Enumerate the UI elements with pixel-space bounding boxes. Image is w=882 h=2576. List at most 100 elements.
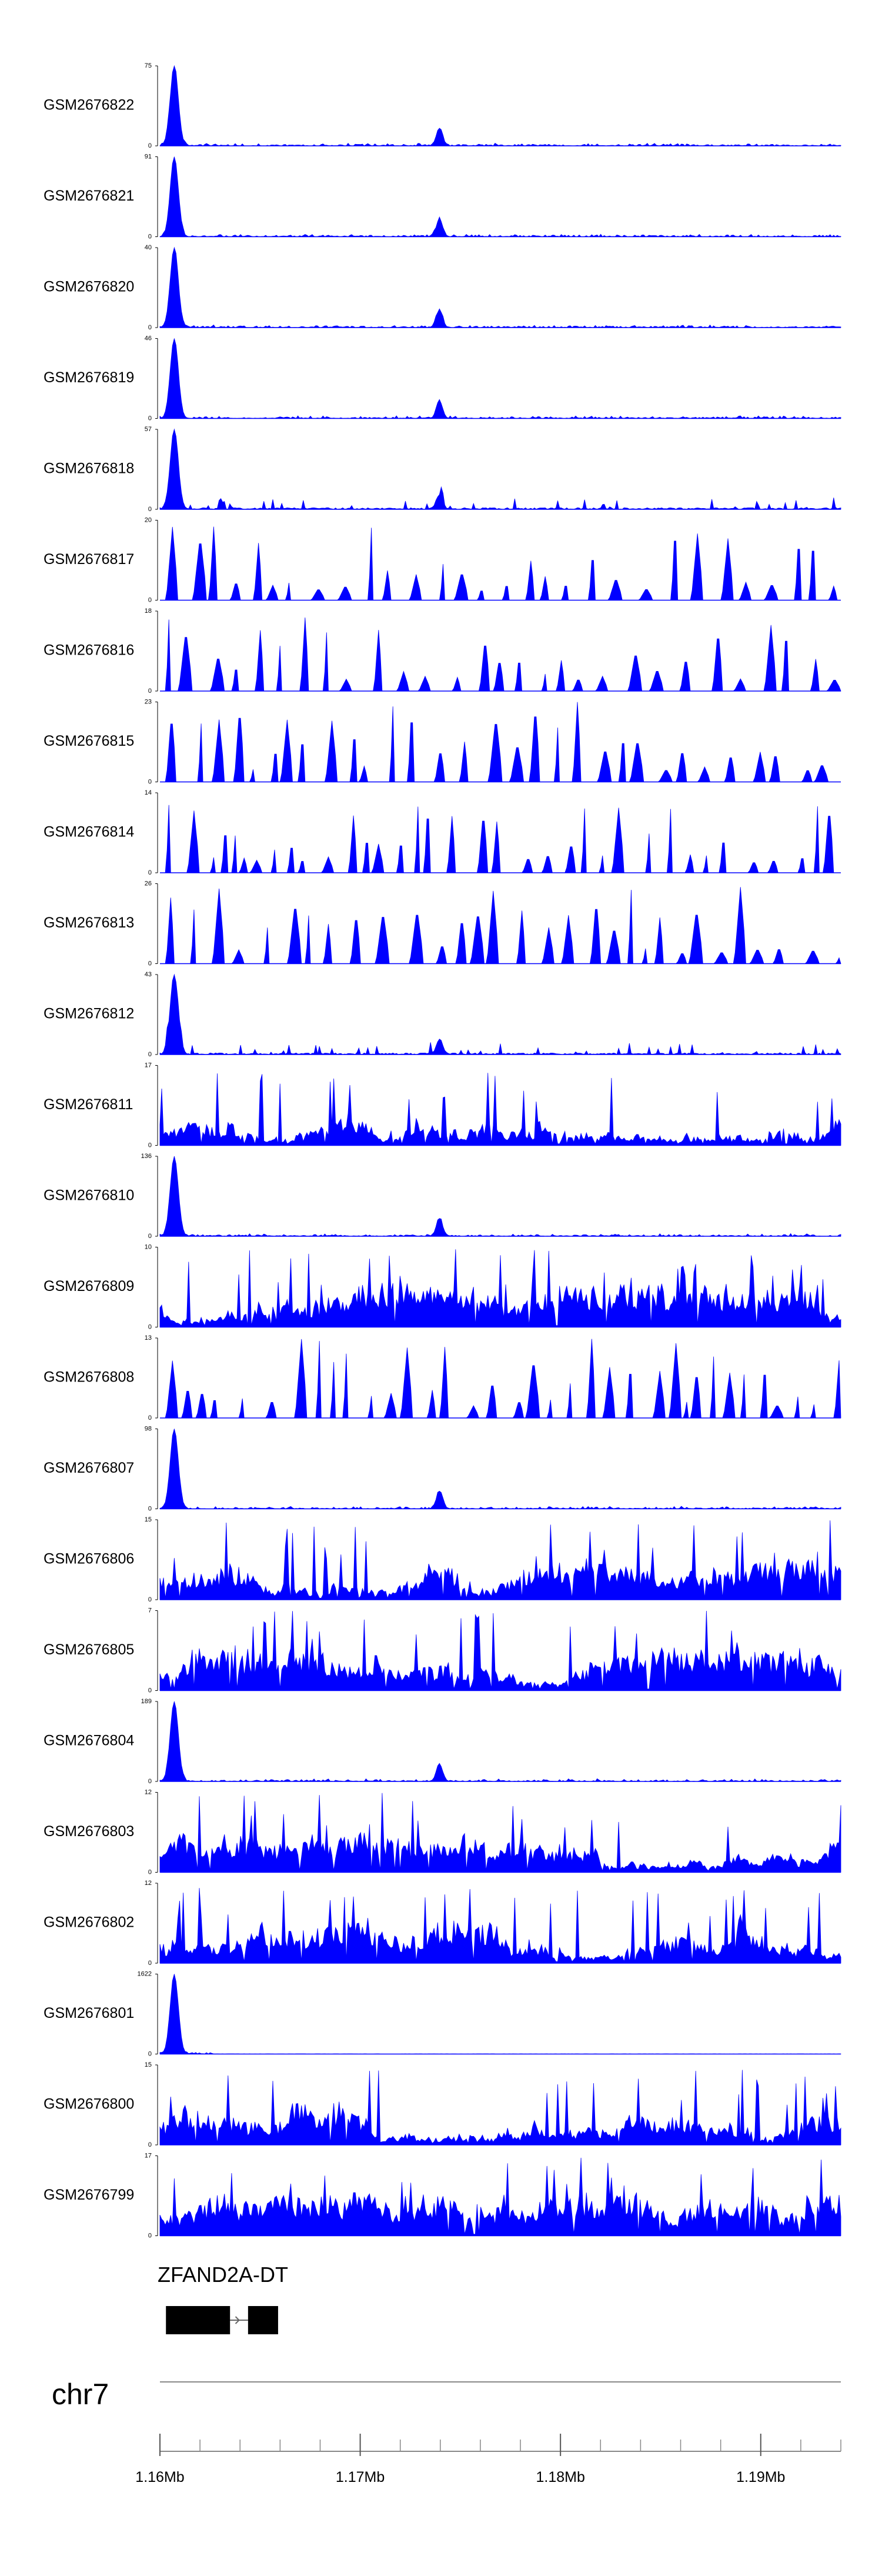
- y-zero-label: 0: [148, 506, 152, 513]
- sample-label: GSM2676801: [44, 2005, 134, 2021]
- y-max-label: 17: [145, 2152, 152, 2159]
- sample-label: GSM2676818: [44, 461, 134, 477]
- track-gsm2676803: GSM2676803 12 0: [44, 1788, 841, 1876]
- y-zero-label: 0: [148, 960, 152, 967]
- sample-label: GSM2676816: [44, 642, 134, 659]
- y-zero-label: 0: [148, 142, 152, 149]
- y-max-label: 20: [145, 516, 152, 523]
- track-gsm2676816: GSM2676816 18 0: [44, 608, 841, 695]
- y-max-label: 10: [145, 1243, 152, 1250]
- y-zero-label: 0: [148, 1142, 152, 1149]
- gene-label: ZFAND2A-DT: [158, 2263, 288, 2287]
- coverage-area: [159, 1701, 841, 1782]
- coverage-area: [159, 1610, 841, 1691]
- sample-label: GSM2676815: [44, 733, 134, 749]
- sample-label: GSM2676811: [44, 1096, 133, 1113]
- coverage-area: [159, 428, 841, 510]
- y-zero-label: 0: [148, 1687, 152, 1694]
- coverage-area: [160, 887, 841, 964]
- track-gsm2676814: GSM2676814 14 0: [44, 789, 841, 876]
- y-max-label: 23: [145, 698, 152, 705]
- chromosome-label: chr7: [52, 2378, 109, 2411]
- y-zero-label: 0: [148, 1596, 152, 1603]
- track-gsm2676806: GSM2676806 15 0: [44, 1516, 841, 1603]
- y-max-label: 43: [145, 971, 152, 978]
- sample-label: GSM2676807: [44, 1460, 134, 1476]
- y-zero-label: 0: [148, 1233, 152, 1240]
- y-zero-label: 0: [148, 2050, 152, 2057]
- coverage-area: [159, 1974, 841, 2054]
- y-max-label: 91: [145, 153, 152, 160]
- coverage-area: [159, 1156, 841, 1237]
- y-max-label: 13: [145, 1334, 152, 1342]
- y-max-label: 17: [145, 1062, 152, 1069]
- sample-label: GSM2676799: [44, 2187, 134, 2203]
- y-zero-label: 0: [148, 324, 152, 331]
- y-max-label: 46: [145, 335, 152, 342]
- coverage-area: [159, 1073, 841, 1146]
- y-zero-label: 0: [148, 596, 152, 603]
- track-gsm2676802: GSM2676802 12 0: [44, 1880, 841, 1967]
- y-zero-label: 0: [148, 1778, 152, 1785]
- gene-annotation-track: ZFAND2A-DT: [158, 2263, 288, 2334]
- track-gsm2676804: GSM2676804 189 0: [44, 1698, 841, 1785]
- coverage-area: [159, 1429, 841, 1510]
- exon: [248, 2306, 278, 2334]
- track-gsm2676820: GSM2676820 40 0: [44, 244, 841, 331]
- y-zero-label: 0: [148, 1414, 152, 1422]
- sample-label: GSM2676806: [44, 1551, 134, 1567]
- track-gsm2676811: GSM2676811 17 0: [44, 1062, 841, 1149]
- y-max-label: 7: [148, 1607, 152, 1614]
- sample-label: GSM2676804: [44, 1733, 134, 1749]
- coverage-area: [160, 1339, 841, 1419]
- y-zero-label: 0: [148, 1505, 152, 1512]
- x-tick-label: 1.18Mb: [536, 2469, 584, 2485]
- track-gsm2676819: GSM2676819 46 0: [44, 335, 841, 422]
- track-gsm2676815: GSM2676815 23 0: [44, 698, 841, 785]
- track-gsm2676801: GSM2676801 1622 0: [44, 1970, 841, 2057]
- x-tick-label: 1.19Mb: [736, 2469, 785, 2485]
- y-max-label: 15: [145, 1516, 152, 1523]
- track-gsm2676805: GSM2676805 7 0: [44, 1607, 841, 1694]
- coverage-area: [159, 65, 841, 146]
- y-max-label: 15: [145, 2061, 152, 2068]
- sample-label: GSM2676813: [44, 915, 134, 931]
- sample-label: GSM2676822: [44, 97, 134, 114]
- track-gsm2676799: GSM2676799 17 0: [44, 2152, 841, 2239]
- y-max-label: 98: [145, 1425, 152, 1432]
- sample-label: GSM2676803: [44, 1823, 134, 1840]
- genomic-axis: chr7 1.16Mb 1.17Mb 1.18Mb 1.19Mb: [52, 2378, 841, 2485]
- y-zero-label: 0: [148, 415, 152, 422]
- track-gsm2676810: GSM2676810 136 0: [44, 1153, 841, 1240]
- coverage-area: [159, 338, 841, 419]
- coverage-area: [159, 246, 841, 328]
- coverage-area: [159, 1520, 841, 1600]
- sample-label: GSM2676810: [44, 1187, 134, 1204]
- y-zero-label: 0: [148, 2141, 152, 2148]
- coverage-area: [160, 617, 841, 692]
- sample-label: GSM2676805: [44, 1641, 134, 1658]
- sample-label: GSM2676809: [44, 1278, 134, 1294]
- coverage-area: [159, 1793, 841, 1873]
- coverage-area: [159, 1888, 841, 1964]
- y-max-label: 136: [141, 1153, 152, 1160]
- y-zero-label: 0: [148, 688, 152, 695]
- coverage-area: [160, 805, 841, 873]
- track-gsm2676821: GSM2676821 91 0: [44, 153, 841, 240]
- y-max-label: 189: [141, 1698, 152, 1705]
- sample-label: GSM2676808: [44, 1369, 134, 1386]
- sample-label: GSM2676820: [44, 279, 134, 295]
- sample-label: GSM2676821: [44, 188, 134, 204]
- coverage-area: [159, 973, 841, 1055]
- y-max-label: 75: [145, 62, 152, 69]
- y-max-label: 26: [145, 880, 152, 887]
- sample-label: GSM2676814: [44, 824, 134, 840]
- sample-label: GSM2676800: [44, 2096, 134, 2113]
- strand-arrow: [235, 2316, 240, 2324]
- track-gsm2676807: GSM2676807 98 0: [44, 1425, 841, 1512]
- coverage-tracks: GSM2676822750GSM2676821910GSM2676820400G…: [44, 62, 841, 2239]
- y-max-label: 57: [145, 426, 152, 433]
- x-tick-label: 1.16Mb: [135, 2469, 184, 2485]
- coverage-area: [160, 702, 841, 782]
